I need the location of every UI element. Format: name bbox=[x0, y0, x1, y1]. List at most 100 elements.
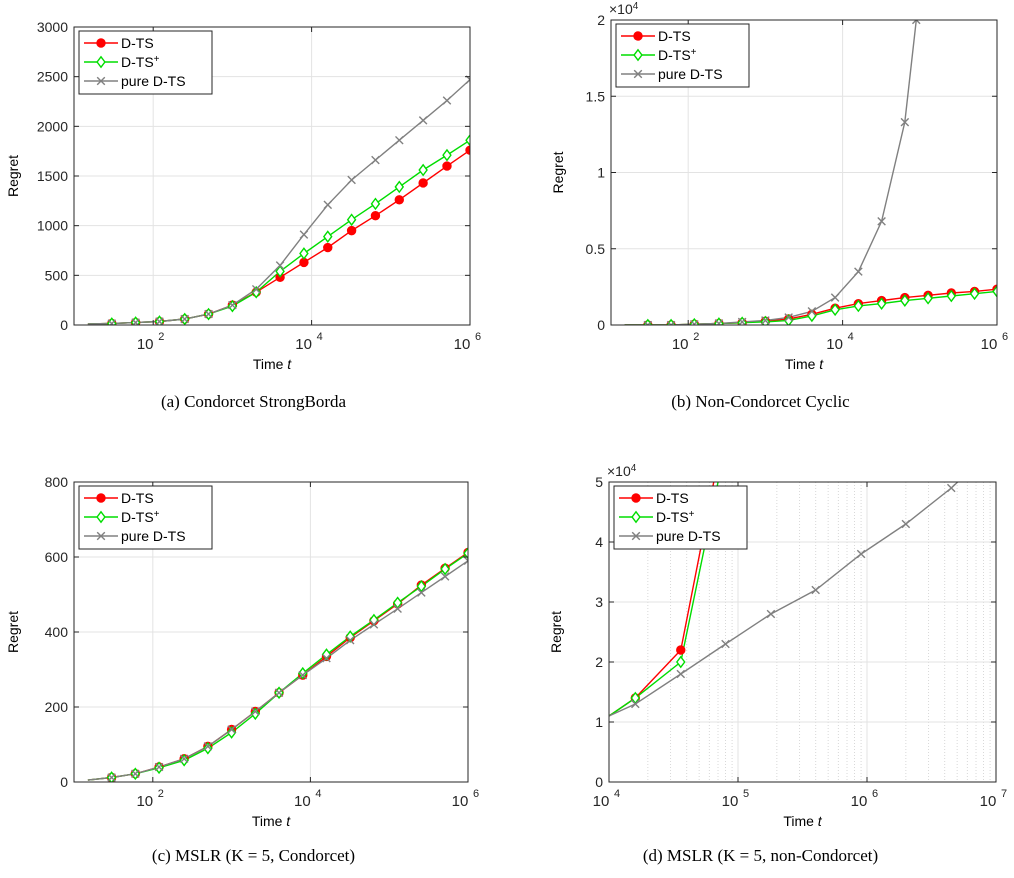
data-point bbox=[992, 285, 997, 298]
x-tick-label-exponent: 4 bbox=[315, 788, 321, 800]
y-tick-label: 4 bbox=[595, 534, 603, 550]
legend-marker bbox=[631, 493, 641, 503]
series-group bbox=[87, 546, 468, 782]
data-point bbox=[371, 155, 380, 165]
y-axis-label: Regret bbox=[5, 611, 21, 653]
series-group bbox=[609, 482, 959, 717]
ticks: 0 0.5 1 1.5 2 10 2 10 4 10 6 bbox=[586, 12, 1009, 353]
legend-marker bbox=[633, 31, 643, 41]
data-point bbox=[251, 285, 262, 299]
data-point bbox=[417, 588, 426, 597]
data-point bbox=[854, 267, 863, 276]
y-tick-label: 1000 bbox=[37, 218, 68, 234]
x-tick-label: 10 bbox=[980, 793, 997, 810]
x-axis-label: Time t bbox=[785, 356, 824, 372]
data-point bbox=[737, 317, 747, 325]
x-tick-label-exponent: 6 bbox=[475, 331, 481, 343]
legend-marker bbox=[631, 510, 641, 524]
legend-marker bbox=[633, 48, 643, 62]
legend-marker bbox=[96, 38, 106, 48]
data-point bbox=[923, 291, 933, 305]
data-point bbox=[347, 175, 356, 185]
data-point bbox=[830, 303, 840, 317]
caption-c: (c) MSLR (K = 5, Condorcet) bbox=[151, 846, 356, 865]
data-point bbox=[393, 604, 402, 614]
y-tick-label: 1 bbox=[595, 714, 603, 730]
data-point bbox=[251, 707, 260, 716]
data-point bbox=[370, 211, 381, 221]
data-point bbox=[251, 284, 261, 294]
series-group bbox=[87, 75, 470, 325]
y-tick-label: 3 bbox=[595, 594, 603, 610]
data-point bbox=[911, 20, 921, 25]
data-point bbox=[783, 314, 794, 325]
data-point bbox=[228, 300, 237, 310]
data-point bbox=[107, 773, 116, 782]
x-axis-label: Time t bbox=[252, 813, 291, 829]
data-point bbox=[322, 653, 331, 663]
legend-label: D-TS bbox=[121, 490, 154, 506]
caption-a: (a) Condorcet StrongBorda bbox=[160, 392, 347, 411]
data-point bbox=[346, 225, 357, 236]
x-tick-label: 10 bbox=[454, 336, 471, 353]
legend-marker bbox=[96, 76, 106, 86]
data-point bbox=[323, 200, 333, 210]
data-point bbox=[418, 116, 428, 125]
x-tick-label-exponent: 2 bbox=[158, 788, 164, 800]
legend-label: pure D-TS bbox=[121, 528, 186, 544]
legend-marker bbox=[96, 510, 106, 524]
data-point bbox=[807, 306, 817, 316]
series-line-pure-d-ts bbox=[609, 482, 959, 717]
legend-marker bbox=[96, 531, 106, 541]
data-point bbox=[631, 699, 640, 709]
data-point bbox=[784, 313, 793, 322]
y-tick-label: 0.5 bbox=[586, 241, 606, 257]
data-point bbox=[297, 666, 308, 680]
data-point bbox=[154, 762, 164, 772]
data-point bbox=[394, 180, 405, 194]
x-tick-label: 10 bbox=[295, 336, 312, 353]
data-point bbox=[204, 309, 213, 319]
data-point bbox=[900, 294, 910, 307]
y-tick-label: 1500 bbox=[37, 168, 68, 184]
y-tick-label: 2000 bbox=[37, 118, 68, 134]
data-point bbox=[811, 585, 820, 595]
data-point bbox=[275, 264, 285, 278]
data-point bbox=[107, 319, 117, 325]
x-tick-label-exponent: 6 bbox=[473, 788, 479, 800]
x-tick-label-exponent: 5 bbox=[743, 788, 749, 800]
data-point bbox=[250, 707, 261, 721]
legend-label: pure D-TS bbox=[658, 66, 723, 82]
data-point bbox=[714, 319, 724, 325]
data-point bbox=[463, 546, 468, 560]
x-tick-label-exponent: 4 bbox=[614, 788, 620, 800]
caption-d: (d) MSLR (K = 5, non-Condorcet) bbox=[642, 846, 879, 865]
y-tick-label: 500 bbox=[45, 267, 69, 283]
data-point bbox=[370, 197, 381, 211]
data-point bbox=[369, 620, 379, 629]
data-point bbox=[274, 688, 284, 698]
data-point bbox=[676, 669, 686, 679]
y-tick-label: 600 bbox=[45, 549, 69, 565]
data-point bbox=[643, 320, 653, 325]
y-tick-label: 0 bbox=[60, 317, 68, 333]
data-point bbox=[346, 213, 357, 227]
data-point bbox=[676, 645, 686, 655]
x-tick-label-exponent: 6 bbox=[872, 788, 878, 800]
data-point bbox=[877, 217, 886, 226]
y-multiplier: ×104 bbox=[607, 463, 637, 480]
data-point bbox=[299, 230, 309, 239]
x-tick-label: 10 bbox=[452, 793, 469, 810]
x-tick-label: 10 bbox=[722, 793, 739, 810]
data-point bbox=[766, 609, 776, 619]
major-gridlines bbox=[74, 482, 468, 782]
data-point bbox=[416, 579, 427, 593]
data-point bbox=[322, 230, 333, 243]
data-point bbox=[761, 316, 770, 325]
x-tick-label: 10 bbox=[672, 336, 689, 353]
legend-label: D-TS+ bbox=[656, 509, 695, 526]
data-point bbox=[275, 261, 285, 270]
